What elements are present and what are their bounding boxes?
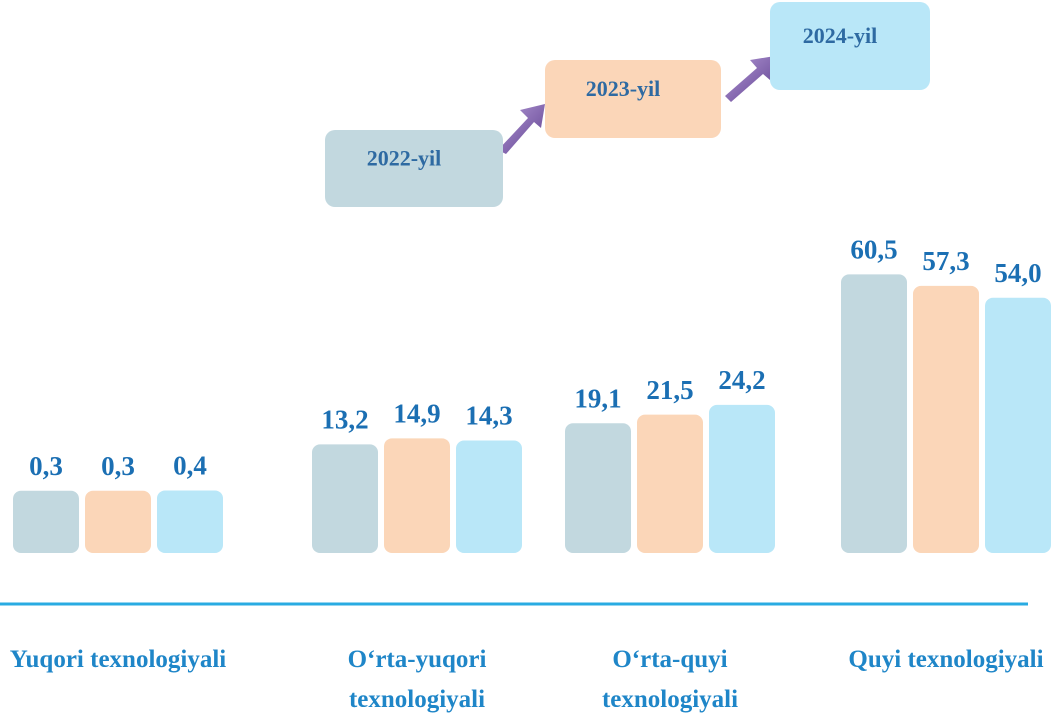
bar — [157, 490, 223, 553]
value-label: 60,5 — [850, 235, 897, 265]
value-label: 0,3 — [29, 451, 63, 481]
legend-label: 2022-yil — [367, 146, 442, 171]
legend-box — [770, 2, 930, 90]
bar — [384, 438, 450, 553]
value-label: 57,3 — [922, 246, 969, 276]
bar — [565, 423, 631, 553]
arrow — [498, 104, 545, 154]
value-label: 14,9 — [393, 399, 440, 429]
arrow — [725, 56, 775, 102]
category-label: Yuqori texnologiyali — [9, 646, 227, 673]
bar — [637, 414, 703, 553]
category-label: O‘rta-quyi texnologiyali — [601, 646, 739, 713]
legend-box — [545, 60, 721, 138]
bar — [709, 404, 775, 553]
value-label: 19,1 — [574, 383, 621, 413]
legend-box — [325, 130, 503, 207]
value-label: 24,2 — [718, 365, 765, 395]
bar — [456, 440, 522, 553]
bar — [985, 297, 1051, 553]
value-label: 13,2 — [321, 405, 368, 435]
value-label: 54,0 — [994, 258, 1041, 288]
bar — [312, 444, 378, 553]
value-label: 0,4 — [173, 451, 207, 481]
value-label: 14,3 — [465, 401, 512, 431]
legend-label: 2023-yil — [586, 76, 661, 101]
value-label: 0,3 — [101, 451, 135, 481]
bar — [13, 490, 79, 553]
bar — [841, 274, 907, 553]
category-label: Quyi texnologiyali — [848, 646, 1044, 673]
category-label: O‘rta-yuqori texnologiyali — [347, 646, 487, 713]
legend-label: 2024-yil — [803, 23, 878, 48]
bar — [913, 285, 979, 553]
bar — [85, 490, 151, 553]
value-label: 21,5 — [646, 375, 693, 405]
